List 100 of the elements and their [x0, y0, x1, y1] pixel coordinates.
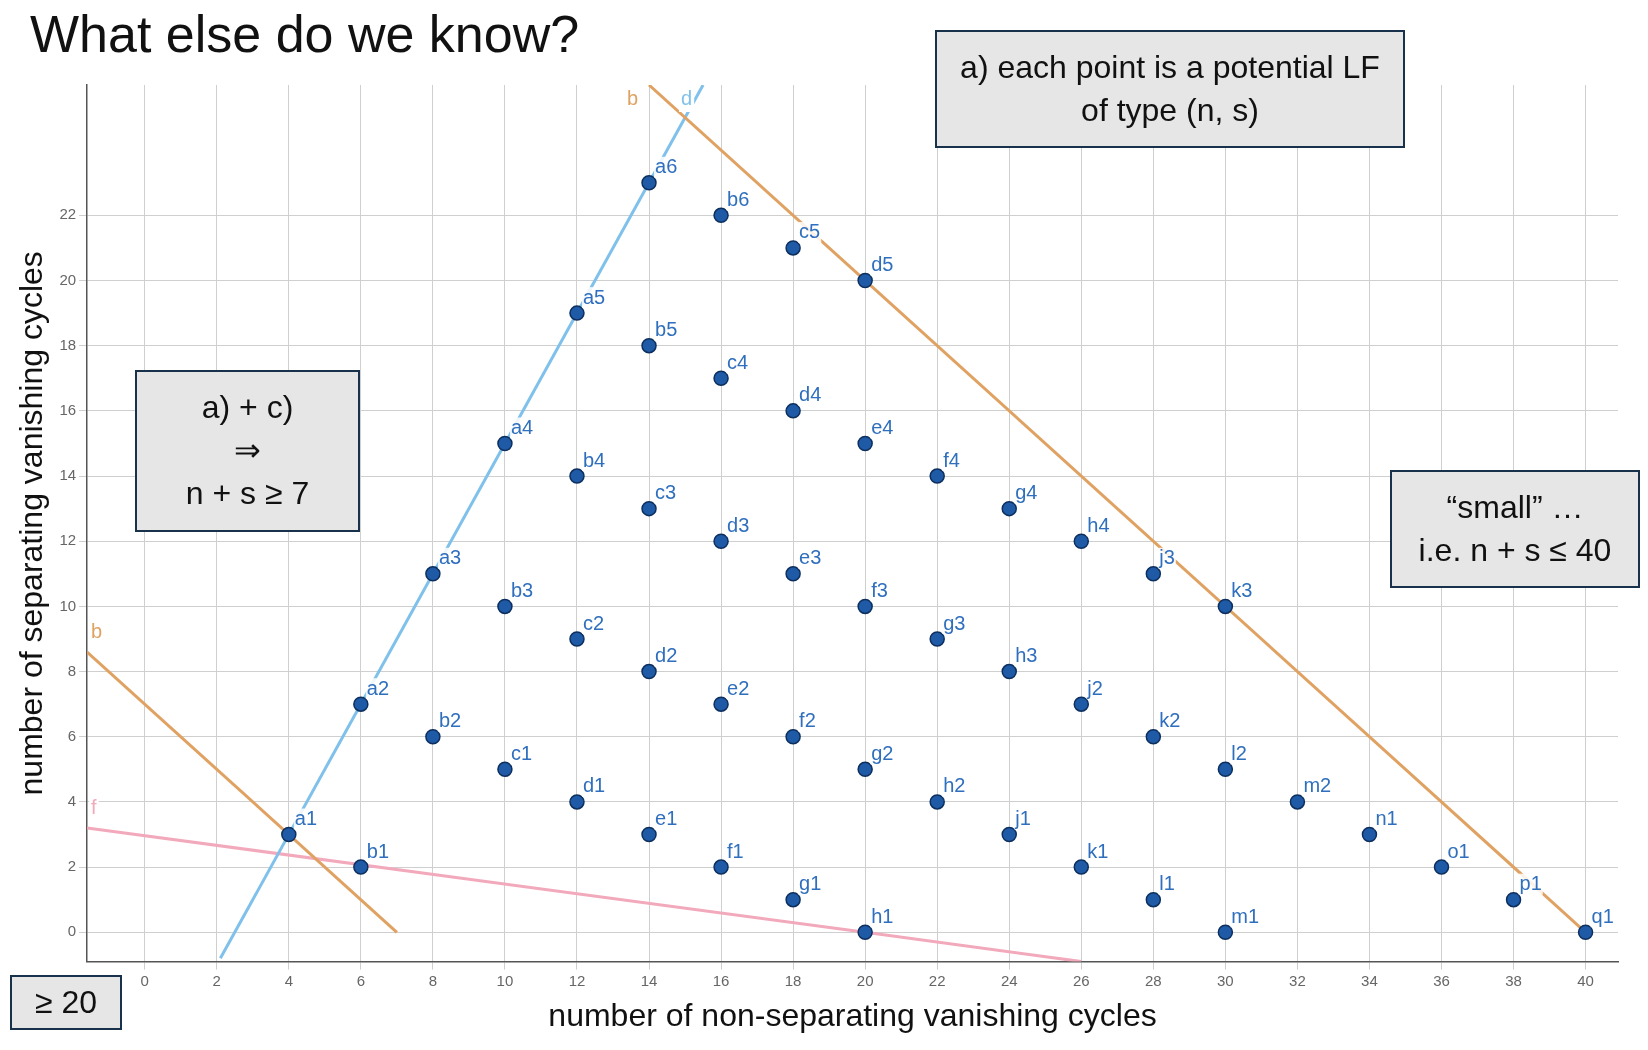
point: [1145, 891, 1162, 908]
annotation: a) + c) ⇒ n + s ≥ 7: [135, 370, 360, 532]
annotation: e1: [655, 807, 678, 830]
point: [641, 337, 657, 354]
annotation: f2: [799, 709, 816, 732]
point: [569, 305, 585, 321]
annotation: f3: [871, 578, 888, 601]
point: [785, 403, 801, 419]
annotation: b1: [366, 839, 390, 862]
point: [1505, 891, 1522, 908]
annotation: a1: [294, 807, 318, 830]
x-tick-label: 16: [712, 971, 730, 989]
x-tick-label: 12: [568, 971, 586, 989]
point: [1001, 663, 1017, 680]
annotation: b3: [510, 578, 534, 601]
series-label: b: [91, 619, 103, 642]
point: [569, 794, 585, 810]
annotation: c3: [655, 481, 677, 504]
point: [569, 631, 585, 647]
annotation: e4: [871, 415, 894, 438]
annotation: d1: [582, 774, 606, 797]
y-tick-label: 12: [59, 531, 77, 549]
annotation: l2: [1231, 741, 1247, 764]
point: [641, 175, 657, 191]
x-tick-label: 20: [856, 971, 874, 989]
annotation: m2: [1303, 774, 1332, 797]
point: [281, 826, 297, 843]
annotation: j1: [1014, 807, 1031, 830]
point: [1217, 598, 1234, 615]
y-tick-label: 22: [59, 205, 77, 223]
point: [641, 826, 657, 843]
point: [785, 240, 801, 256]
point: [929, 468, 945, 484]
annotation: d2: [655, 644, 678, 667]
annotation: k3: [1231, 578, 1253, 601]
annotation: o1: [1447, 839, 1470, 862]
annotation: g1: [799, 872, 822, 895]
point: [1361, 826, 1378, 843]
x-tick-label: 14: [640, 971, 658, 989]
annotation: d5: [871, 253, 894, 276]
point: [785, 566, 801, 582]
point: [497, 435, 513, 452]
annotation: c4: [727, 350, 749, 373]
point: [857, 761, 873, 778]
y-tick-label: 0: [67, 922, 77, 940]
y-tick-label: 2: [67, 857, 77, 875]
point: [425, 729, 441, 745]
x-tick-label: 40: [1577, 971, 1594, 989]
annotation: p1: [1519, 872, 1542, 895]
annotation: h3: [1015, 644, 1038, 667]
annotation: q1: [1591, 904, 1614, 927]
x-tick-label: 4: [284, 971, 293, 989]
point: [497, 761, 513, 778]
point: [497, 598, 513, 615]
point: [713, 370, 729, 387]
annotation: k2: [1159, 709, 1181, 732]
point: [929, 794, 945, 810]
x-tick-label: 2: [212, 971, 221, 989]
annotation: j3: [1158, 546, 1175, 569]
y-tick-label: 16: [59, 401, 77, 419]
y-tick-label: 10: [59, 596, 77, 614]
annotation: a4: [510, 415, 534, 438]
annotation: c2: [582, 611, 605, 634]
annotation: d3: [727, 513, 750, 536]
point: [785, 891, 801, 908]
annotation: h4: [1087, 513, 1110, 536]
annotation: n1: [1375, 807, 1398, 830]
x-axis-title: number of non-separating vanishing cycles: [548, 996, 1157, 1033]
x-tick-label: 6: [356, 971, 366, 989]
point: [425, 566, 441, 582]
annotation: b2: [438, 709, 462, 732]
point: [353, 859, 369, 875]
x-tick-label: 36: [1433, 971, 1450, 989]
x-tick-label: 22: [928, 971, 946, 989]
point: [785, 729, 801, 745]
y-axis-title: number of separating vanishing cycles: [13, 251, 50, 796]
annotation: e3: [799, 546, 822, 569]
y-tick-label: 8: [67, 661, 77, 679]
x-tick-label: 8: [428, 971, 438, 989]
x-tick-label: 30: [1217, 971, 1234, 989]
x-tick-label: 38: [1505, 971, 1522, 989]
chart-title: What else do we know?: [10, 4, 600, 64]
point: [1145, 729, 1162, 745]
annotation: a5: [582, 285, 606, 308]
y-tick-label: 4: [67, 792, 77, 810]
point: [1073, 533, 1090, 549]
point: [929, 631, 945, 647]
annotation: g3: [943, 611, 966, 634]
point: [713, 533, 729, 549]
annotation: a2: [366, 676, 390, 699]
point: [1217, 761, 1234, 778]
annotation: e2: [727, 676, 750, 699]
x-tick-label: 0: [140, 971, 149, 989]
x-tick-label: 32: [1289, 971, 1306, 989]
annotation: h2: [943, 774, 966, 797]
annotation: f4: [943, 448, 960, 471]
text: ≥ 20: [10, 975, 122, 1031]
annotation: a) each point is a potential LF of type (n, s): [935, 30, 1405, 149]
series-label: f: [91, 795, 98, 818]
point: [713, 207, 729, 224]
